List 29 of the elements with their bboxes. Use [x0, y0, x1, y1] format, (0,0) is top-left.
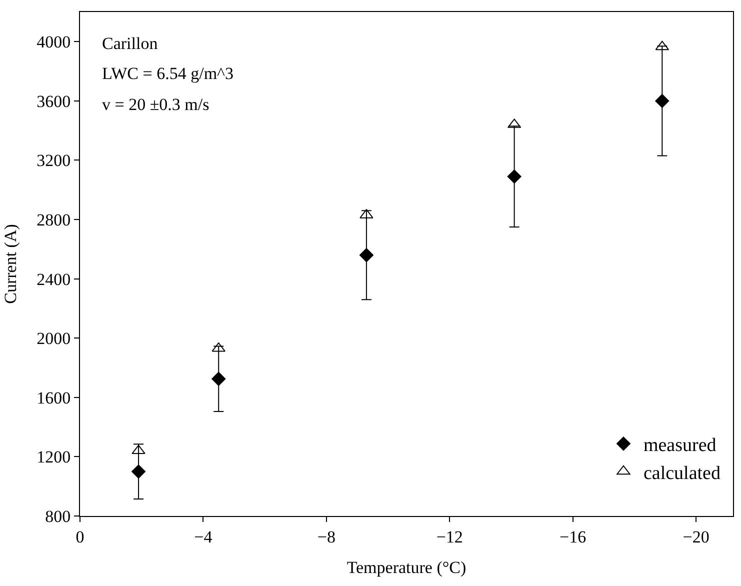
point [132, 464, 146, 479]
x-tick-label: −20 [682, 527, 710, 546]
point [132, 444, 146, 454]
y-tick-label: 1600 [36, 388, 71, 408]
y-tick-label: 2400 [36, 270, 71, 289]
y-tick-label: 1200 [36, 448, 71, 467]
x-axis-title: Temperature (°C) [346, 558, 466, 577]
y-tick-label: 3200 [36, 151, 71, 170]
point [655, 94, 670, 108]
legend-label: calculated [643, 462, 721, 484]
y-tick-label: 800 [45, 506, 71, 526]
y-tick-label: 2800 [36, 210, 71, 230]
annotation: v = 20 ±0.3 m/s [102, 95, 210, 114]
y-tick-label: 4000 [36, 32, 71, 52]
point [507, 170, 522, 184]
legend-label: measured [643, 435, 717, 456]
point [212, 342, 226, 352]
annotation: Carillon [102, 34, 158, 53]
point [359, 248, 374, 262]
x-tick-label: −12 [436, 527, 463, 546]
y-tick-label: 3600 [36, 92, 71, 111]
x-tick-label: 0 [76, 527, 84, 546]
annotation: LWC = 6.54 g/m^3 [102, 64, 234, 83]
x-tick-label: −16 [560, 527, 586, 546]
y-tick-label: 2000 [36, 329, 71, 348]
y-axis-title: Current (A) [1, 224, 20, 304]
point [212, 372, 226, 386]
x-tick-label: −8 [317, 527, 336, 546]
x-tick-label: −4 [194, 527, 213, 546]
